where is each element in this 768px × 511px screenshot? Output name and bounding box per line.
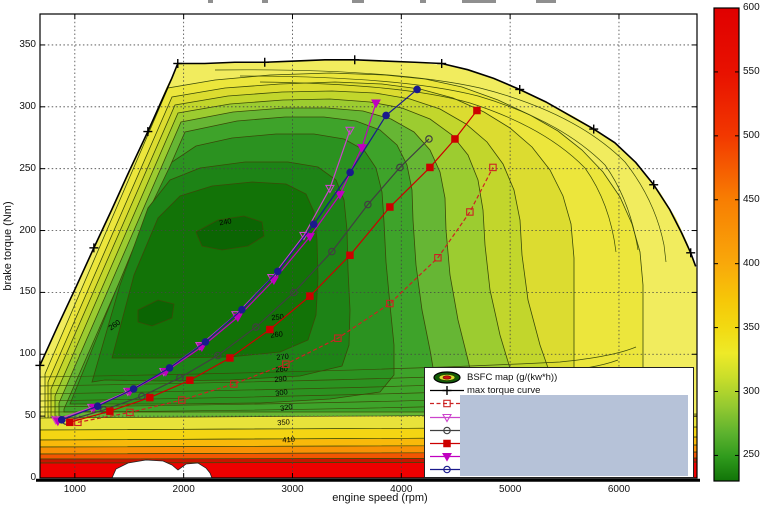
y-tick-label: 350 bbox=[19, 38, 36, 50]
colorbar-tick-label: 400 bbox=[743, 257, 760, 269]
x-tick-label: 2000 bbox=[172, 484, 195, 495]
operating-curve-red-open-square-dashed bbox=[74, 163, 497, 427]
colorbar-tick-label: 550 bbox=[743, 65, 760, 77]
contour-level-label: 260 bbox=[270, 329, 283, 339]
legend-marker-circle-icon bbox=[430, 466, 464, 474]
contour-level-label: 290 bbox=[274, 374, 287, 384]
legend-entry-bsfc-map-g-kw-h-: BSFC map (g/(kw*h)) bbox=[425, 371, 693, 384]
colorbar-tick-label: 600 bbox=[743, 2, 760, 13]
y-tick-label: 250 bbox=[19, 162, 36, 174]
cropped-title-fragment bbox=[420, 0, 426, 3]
contour-level-label: 410 bbox=[282, 435, 295, 445]
legend-entry-max-torque-curve: max torque curve bbox=[425, 384, 693, 397]
cropped-title-fragment bbox=[208, 0, 213, 3]
legend-marker-triangle-icon bbox=[430, 413, 464, 423]
legend-marker-triangle-icon bbox=[430, 453, 464, 462]
y-tick-label: 50 bbox=[24, 410, 36, 422]
x-tick-label: 3000 bbox=[281, 484, 304, 495]
y-tick-label: 300 bbox=[19, 100, 36, 112]
legend: BSFC map (g/(kw*h)) max torque curve bbox=[424, 367, 694, 478]
colorbar-tick-label: 350 bbox=[743, 321, 760, 333]
legend-entry-square-5 bbox=[425, 437, 693, 450]
x-tick-label: 6000 bbox=[607, 484, 631, 495]
x-tick-label: 4000 bbox=[390, 484, 413, 495]
cropped-title-fragment bbox=[462, 0, 496, 3]
contour-level-label: 350 bbox=[277, 417, 290, 427]
colorbar-tick-label: 250 bbox=[743, 449, 760, 461]
legend-marker-square-icon bbox=[430, 439, 464, 448]
y-tick-label: 200 bbox=[19, 224, 36, 236]
legend-entry-square-2 bbox=[425, 397, 693, 410]
colorbar-tick-label: 500 bbox=[743, 129, 760, 141]
contour-map bbox=[40, 60, 697, 478]
x-tick-label: 1000 bbox=[63, 484, 86, 495]
x-tick-label: 5000 bbox=[499, 484, 522, 495]
legend-marker-plus-icon bbox=[430, 386, 464, 396]
legend-entry-circle-7 bbox=[425, 463, 693, 476]
contour-level-label: 320 bbox=[279, 402, 293, 413]
legend-entry-label: max torque curve bbox=[467, 385, 541, 397]
legend-marker-bullseye-icon bbox=[433, 371, 461, 384]
cropped-title-fragment bbox=[352, 0, 364, 3]
contour-level-label: 300 bbox=[275, 387, 289, 398]
operating-curve-red-filled-square bbox=[66, 106, 481, 427]
legend-entry-triangle-6 bbox=[425, 450, 693, 463]
contour-level-label: 240 bbox=[218, 216, 232, 227]
legend-entry-circle-4 bbox=[425, 424, 693, 437]
legend-overlay-box bbox=[460, 395, 688, 476]
y-tick-label: 150 bbox=[19, 286, 36, 298]
colorbar-tick-label: 300 bbox=[743, 385, 760, 397]
cropped-title-fragment bbox=[262, 0, 268, 3]
y-tick-label: 0 bbox=[30, 472, 36, 483]
x-axis-label: engine speed (rpm) bbox=[332, 492, 428, 504]
colorbar-tick-label: 450 bbox=[743, 193, 760, 205]
legend-marker-square-icon bbox=[430, 400, 464, 408]
contour-level-label: 270 bbox=[276, 352, 289, 362]
contour-level-label: 250 bbox=[271, 312, 284, 322]
contour-level-label: 280 bbox=[275, 364, 288, 374]
legend-entry-label: BSFC map (g/(kw*h)) bbox=[467, 372, 558, 383]
operating-curve-navy-circle bbox=[57, 85, 421, 424]
y-tick-label: 100 bbox=[19, 348, 36, 360]
colorbar bbox=[713, 7, 740, 482]
legend-marker-circle-icon bbox=[430, 426, 464, 435]
legend-entry-triangle-3 bbox=[425, 411, 693, 424]
cropped-title-fragment bbox=[536, 0, 556, 3]
